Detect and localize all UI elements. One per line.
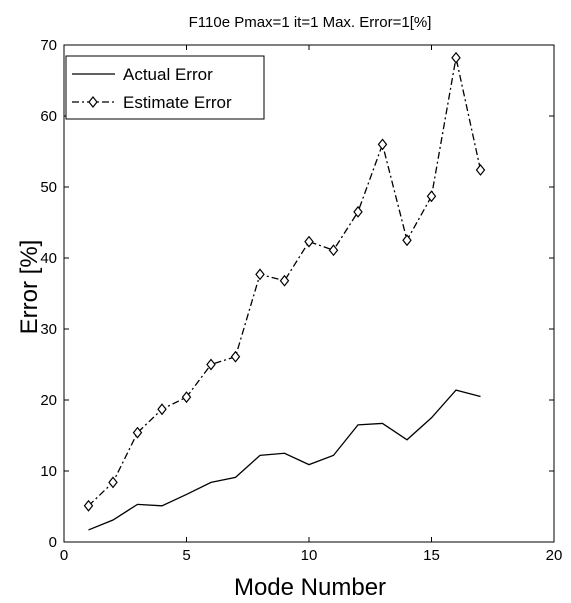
estimate-error-marker-11 <box>353 205 363 218</box>
legend-marker-estimate-error <box>88 96 98 108</box>
axis-ticks: 0 5 10 15 20 0 10 20 30 40 50 60 70 <box>40 37 562 564</box>
series-layer <box>83 51 486 531</box>
estimate-error-marker-4 <box>181 391 192 404</box>
y-tick-label-2: 20 <box>40 392 57 409</box>
x-tick-label-2: 10 <box>301 547 318 564</box>
estimate-error-marker-6 <box>230 350 241 363</box>
y-tick-label-1: 10 <box>40 463 57 480</box>
y-tick-label-3: 30 <box>40 321 57 338</box>
estimate-error-marker-9 <box>304 235 314 248</box>
y-axis-label: Error [%] <box>16 240 43 335</box>
estimate-error-marker-2 <box>132 426 143 439</box>
legend: Actual Error Estimate Error <box>65 55 265 120</box>
estimate-error-marker-16 <box>475 163 486 176</box>
legend-box <box>65 55 265 120</box>
estimate-error-line <box>88 57 482 507</box>
estimate-error-marker-12 <box>377 138 388 151</box>
y-tick-label-4: 40 <box>40 250 57 267</box>
estimate-error-marker-1 <box>108 476 118 489</box>
legend-label-estimate-error: Estimate Error <box>123 93 232 112</box>
estimate-error-marker-7 <box>255 268 265 281</box>
y-tick-label-6: 60 <box>40 108 57 125</box>
plot-frame <box>63 44 555 543</box>
y-tick-label-7: 70 <box>40 37 57 54</box>
estimate-error-marker-14 <box>426 190 437 203</box>
x-tick-label-0: 0 <box>60 547 68 564</box>
x-axis-label: Mode Number <box>234 574 386 601</box>
chart-title: F110e Pmax=1 it=1 Max. Error=1[%] <box>189 14 432 31</box>
estimate-error-marker-15 <box>451 51 461 64</box>
estimate-error-marker-3 <box>157 403 167 416</box>
estimate-error-marker-8 <box>279 274 290 287</box>
y-tick-label-0: 0 <box>49 534 57 551</box>
legend-label-actual-error: Actual Error <box>123 65 213 84</box>
actual-error-line <box>88 389 481 531</box>
estimate-error-marker-10 <box>328 244 339 257</box>
y-tick-label-5: 50 <box>40 179 57 196</box>
estimate-error-marker-0 <box>83 499 94 512</box>
estimate-error-marker-13 <box>402 234 412 247</box>
x-tick-label-4: 20 <box>546 547 563 564</box>
estimate-error-marker-5 <box>206 358 216 371</box>
x-tick-label-3: 15 <box>423 547 440 564</box>
x-tick-label-1: 5 <box>182 547 190 564</box>
